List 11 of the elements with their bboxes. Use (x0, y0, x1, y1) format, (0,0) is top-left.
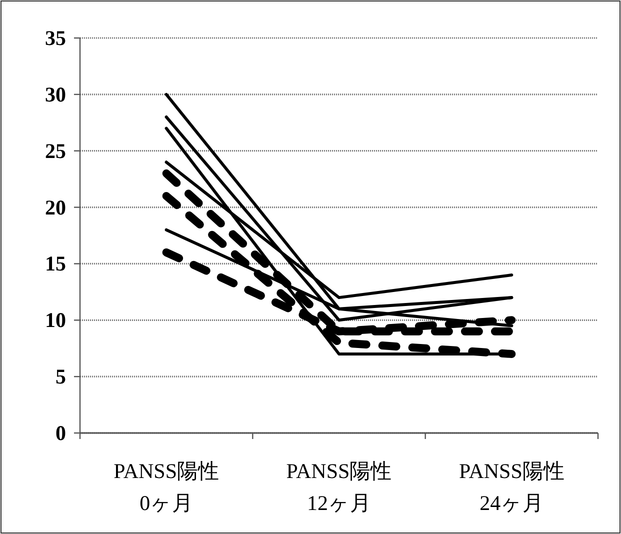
x-tick-label: PANSS陽性 12ヶ月 (286, 459, 392, 515)
y-tick-label: 0 (56, 421, 66, 445)
y-tick-label: 20 (45, 195, 66, 220)
y-tick-label: 5 (56, 364, 66, 389)
y-tick-label: 30 (45, 82, 66, 106)
y-tick-label: 15 (45, 252, 66, 276)
x-tick-label: PANSS陽性 0ヶ月 (114, 459, 220, 515)
y-tick-label: 25 (45, 138, 66, 163)
x-tick-label: PANSS陽性 24ヶ月 (458, 459, 564, 515)
y-tick-label: 35 (45, 26, 66, 50)
y-tick-label: 10 (45, 308, 66, 332)
